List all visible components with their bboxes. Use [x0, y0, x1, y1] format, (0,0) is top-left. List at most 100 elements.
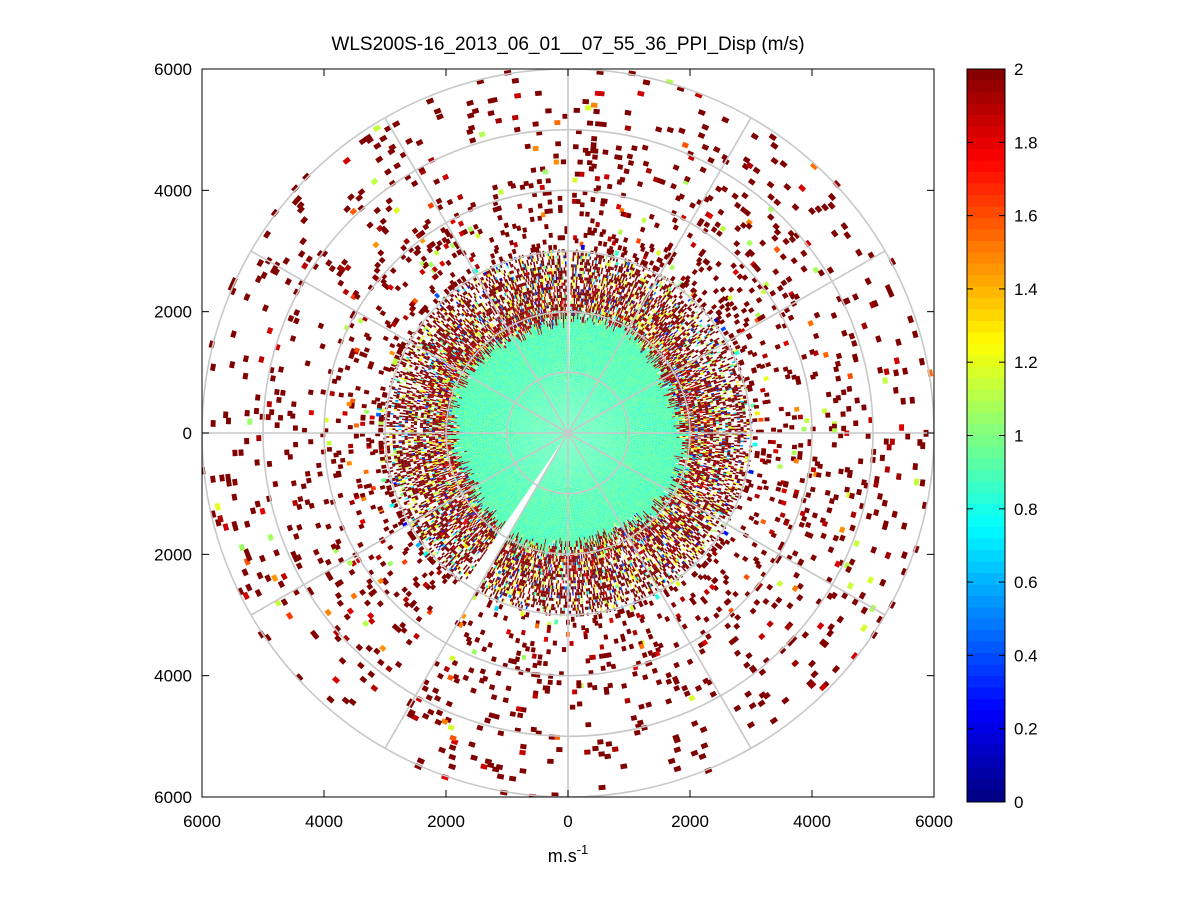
data-cell [585, 265, 587, 268]
data-cell [596, 185, 601, 190]
data-cell [569, 377, 570, 380]
data-cell [582, 271, 584, 274]
data-cell [571, 304, 572, 307]
data-cell [591, 164, 597, 169]
data-cell [575, 238, 579, 243]
data-cell [582, 268, 584, 271]
data-cell [573, 307, 574, 310]
data-cell [569, 368, 570, 371]
data-cell [573, 295, 574, 298]
data-cell [577, 256, 579, 259]
data-cell [576, 199, 581, 204]
data-cell [572, 328, 573, 331]
data-cell [569, 355, 570, 358]
data-cell [574, 108, 580, 113]
data-cell [569, 365, 570, 368]
data-cell [571, 258, 573, 261]
data-cell [570, 368, 571, 371]
data-cell [579, 172, 584, 177]
data-cell [581, 245, 585, 250]
ppi-chart: WLS200S-16_2013_06_01__07_55_36_PPI_Disp… [0, 0, 1201, 901]
data-cell [569, 358, 570, 361]
data-cell [575, 295, 576, 298]
data-cell [578, 304, 579, 307]
data-cell [569, 349, 570, 352]
data-cell [571, 277, 572, 280]
data-cell [574, 325, 575, 328]
data-cell [581, 262, 583, 265]
data-cell [576, 286, 577, 289]
data-cell [616, 145, 622, 151]
data-cell [580, 259, 582, 262]
data-cell [582, 274, 584, 277]
data-cell [591, 136, 597, 141]
data-cell [577, 277, 579, 280]
data-cell [582, 256, 584, 259]
data-cell [573, 252, 575, 255]
data-cell [574, 304, 575, 307]
data-cell [581, 268, 583, 271]
data-cell [570, 313, 571, 316]
data-cell [600, 122, 607, 128]
data-cell [571, 283, 572, 286]
data-cell [576, 301, 577, 304]
data-cell [575, 322, 576, 325]
data-cell [569, 352, 570, 355]
data-cell [593, 148, 599, 153]
data-cell [573, 313, 574, 316]
data-cell [570, 365, 571, 368]
data-cell [586, 262, 588, 265]
data-cell [570, 337, 571, 340]
data-cell [570, 358, 571, 361]
data-cell [570, 316, 571, 319]
data-cell [574, 313, 575, 316]
data-cell [579, 211, 584, 216]
data-cell [579, 295, 580, 298]
data-cell [573, 292, 574, 295]
data-cell [571, 352, 572, 355]
data-cell [604, 174, 610, 180]
data-cell [576, 277, 578, 280]
data-cell [583, 259, 585, 262]
data-cell [577, 292, 578, 295]
data-cell [580, 274, 582, 277]
data-cell [572, 337, 573, 340]
data-cell [581, 265, 583, 268]
data-cell [572, 286, 573, 289]
data-cell [571, 289, 572, 292]
data-cell [570, 374, 571, 377]
data-cell [572, 280, 573, 283]
data-cell [576, 319, 577, 322]
data-cell [582, 259, 584, 262]
data-cell [570, 346, 571, 349]
data-cell [575, 172, 580, 177]
data-cell [569, 374, 570, 377]
data-cell [590, 197, 595, 202]
data-cell [595, 222, 600, 227]
data-cell [569, 383, 570, 386]
data-cell [575, 274, 577, 277]
data-cell [585, 151, 591, 156]
data-cell [590, 218, 595, 223]
data-cell [579, 277, 581, 280]
data-cell [575, 283, 576, 286]
data-cell [571, 352, 572, 355]
data-cell [579, 256, 581, 259]
data-cell [579, 271, 581, 274]
data-cell [585, 105, 592, 110]
data-cell [569, 380, 570, 383]
data-cell [591, 142, 597, 147]
data-cell [573, 258, 575, 261]
data-cell [571, 346, 572, 349]
data-cell [572, 313, 573, 316]
data-cell [570, 346, 571, 349]
data-cell [571, 334, 572, 337]
data-cell [577, 304, 578, 307]
data-cell [571, 374, 572, 377]
data-cell [572, 319, 573, 322]
data-cell [587, 121, 593, 126]
data-cell [570, 340, 571, 343]
data-cell [571, 325, 572, 328]
data-cell [607, 184, 613, 190]
data-cell [584, 265, 586, 268]
